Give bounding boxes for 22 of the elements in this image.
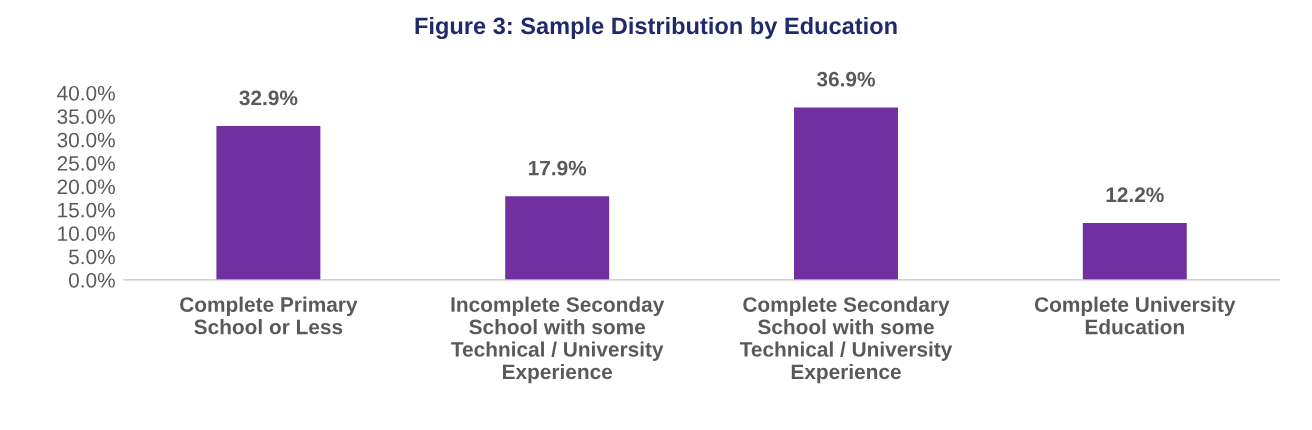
x-tick-label: Complete Secondary School with some Technical / University Experience [739,296,953,384]
bar [216,126,321,280]
x-tick-label: Complete Primary School or Less [180,296,358,335]
y-tick-label: 20.0% [57,179,115,195]
y-tick-label: 10.0% [58,226,115,241]
x-tick-label: Incomplete Seconday School with some Technical / University Experience [451,296,665,384]
x-tick-label: Complete University Education [1034,296,1236,335]
y-tick-label: 40.0% [57,85,115,101]
bar [505,196,610,280]
data-label: 17.9% [528,160,587,176]
data-label: 32.9% [239,90,298,106]
y-tick-label: 35.0% [57,109,115,125]
chart-title: Figure 3: Sample Distribution by Education [415,16,897,40]
y-tick-label: 15.0% [58,202,115,218]
y-tick-label: 5.0% [69,249,115,265]
data-label: 12.2% [1106,187,1164,203]
y-tick-label: 0.0% [68,272,115,288]
y-tick-label: 25.0% [57,156,115,171]
bar [1082,222,1187,280]
data-label: 36.9% [816,71,875,87]
y-tick-label: 30.0% [57,132,115,148]
bar [794,107,898,280]
